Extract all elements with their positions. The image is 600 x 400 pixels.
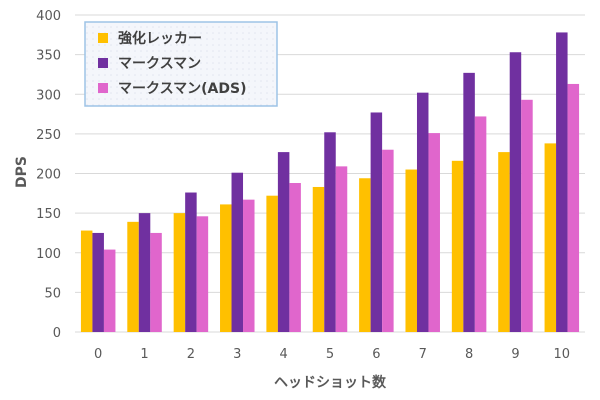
y-tick-label: 250 (36, 128, 61, 143)
bar (370, 112, 383, 332)
x-tick-label: 6 (372, 347, 380, 362)
x-tick-label: 1 (140, 347, 148, 362)
legend-box (84, 21, 278, 107)
y-tick-label: 350 (36, 49, 61, 64)
bar (359, 178, 371, 332)
y-tick-label: 0 (53, 326, 61, 341)
bar (277, 152, 290, 332)
y-tick-label: 150 (36, 207, 61, 222)
x-tick-label: 9 (511, 347, 519, 362)
bar (289, 183, 301, 332)
bar (405, 169, 417, 332)
bar (416, 92, 429, 332)
bar (231, 172, 244, 332)
x-tick-label: 5 (326, 347, 334, 362)
legend-label: 強化レッカー (118, 30, 202, 47)
x-tick-label: 8 (465, 347, 473, 362)
legend-swatch (98, 58, 108, 68)
bar (196, 216, 209, 332)
x-tick-label: 0 (94, 347, 102, 362)
legend-swatch (98, 83, 108, 93)
bar (103, 249, 116, 332)
bars (80, 32, 580, 333)
legend-label: マークスマン (118, 56, 201, 72)
bar (498, 152, 510, 332)
y-tick-label: 50 (44, 286, 61, 301)
bar (463, 72, 475, 332)
bar (509, 52, 522, 333)
y-tick-label: 300 (36, 88, 61, 103)
bar (312, 186, 325, 332)
y-axis-title: DPS (14, 156, 30, 188)
x-tick-label: 10 (554, 347, 571, 362)
bar (92, 232, 104, 332)
x-tick-label: 7 (419, 347, 427, 362)
bar (266, 195, 278, 332)
y-tick-label: 400 (36, 9, 61, 24)
bar (127, 221, 139, 332)
bar (544, 143, 557, 332)
bar (324, 132, 336, 332)
x-axis-title: ヘッドショット数 (274, 374, 387, 391)
bar (80, 230, 93, 332)
x-tick-label: 3 (233, 347, 241, 362)
x-axis-ticks: 0 1 2 3 4 5 6 7 8 9 10 (94, 347, 570, 362)
bar (173, 213, 186, 332)
bar (382, 149, 394, 332)
bar (185, 192, 197, 332)
bar (474, 116, 487, 332)
x-tick-label: 2 (187, 347, 195, 362)
bar (220, 204, 232, 332)
bar (451, 160, 464, 332)
y-axis-ticks: 0 50 100 150 200 250 300 350 400 (36, 9, 61, 341)
legend-label: マークスマン(ADS) (118, 81, 247, 97)
bar (521, 99, 533, 332)
bar (335, 166, 348, 332)
y-tick-label: 100 (36, 247, 61, 262)
bar (428, 133, 440, 332)
bar (150, 232, 162, 332)
bar (138, 213, 151, 332)
bar (243, 199, 255, 332)
legend-swatch (98, 33, 108, 43)
bar (556, 32, 568, 333)
bar (567, 83, 580, 332)
y-tick-label: 200 (36, 168, 61, 183)
x-tick-label: 4 (279, 347, 287, 362)
